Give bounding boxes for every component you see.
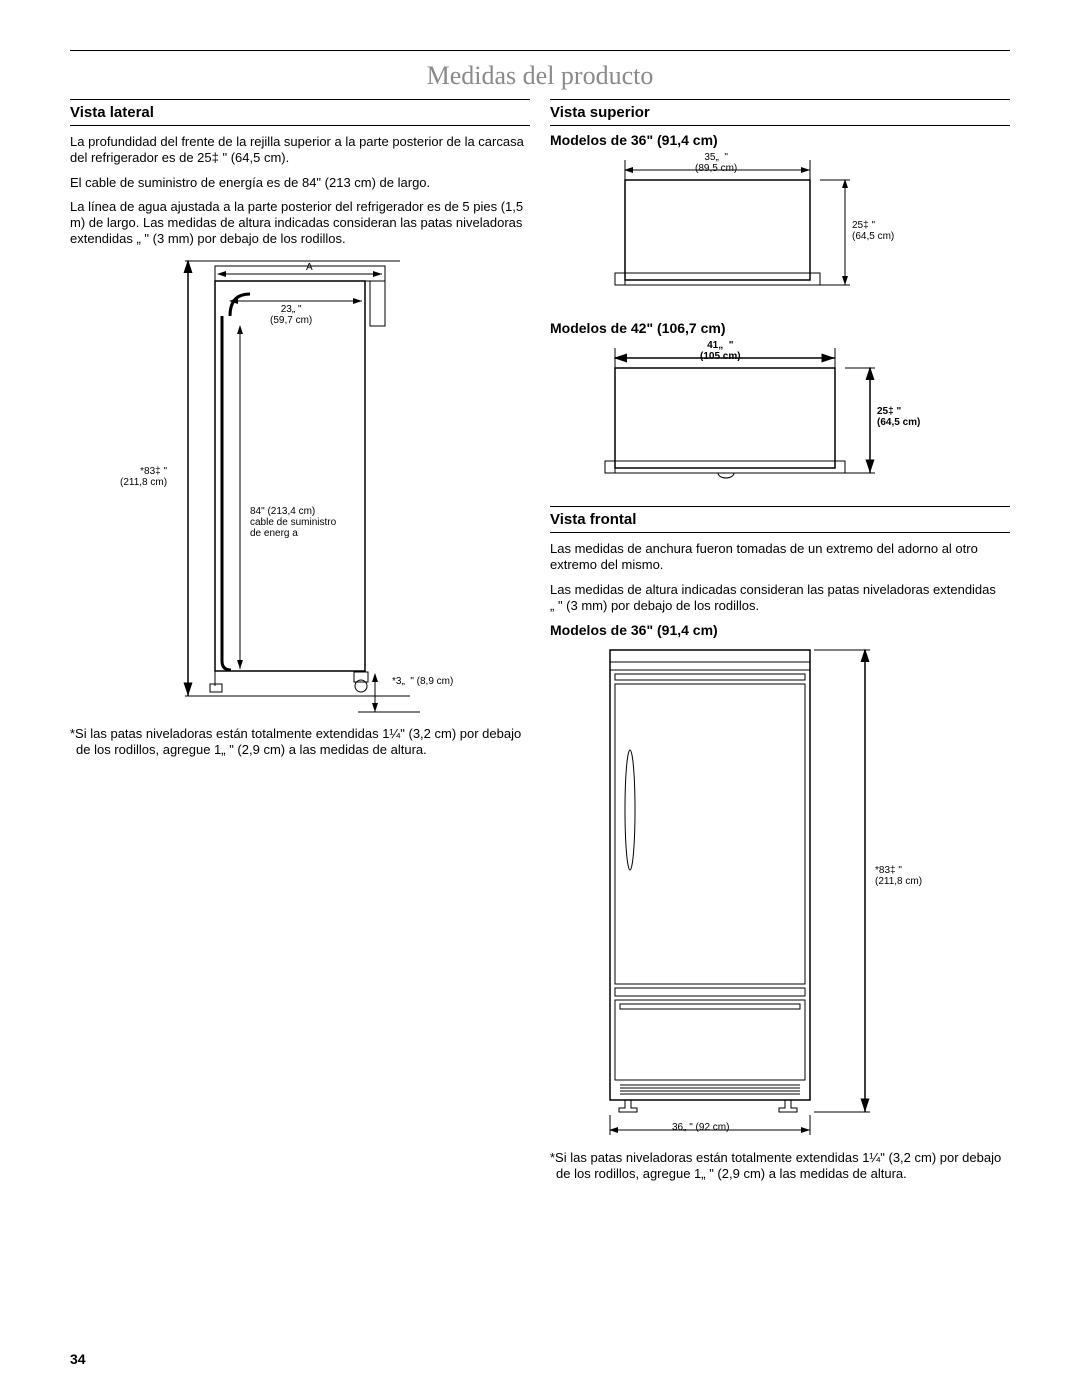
front-para-2: Las medidas de altura indicadas consider… xyxy=(550,582,1010,615)
label-height: *83‡ " (211,8 cm) xyxy=(120,466,167,488)
top-view-heading: Vista superior xyxy=(550,99,1010,126)
model36-front-heading: Modelos de 36" (91,4 cm) xyxy=(550,622,1010,638)
label-inner-depth: 23„ " (59,7 cm) xyxy=(270,304,312,326)
label-top42-depth: 25‡ " (64,5 cm) xyxy=(877,406,920,428)
label-a: A xyxy=(306,262,313,273)
label-front36-width: 36„ " (92 cm) xyxy=(672,1122,729,1133)
label-top42-width: 41„ " (105 cm) xyxy=(700,340,741,362)
side-para-3: La línea de agua ajustada a la parte pos… xyxy=(70,199,530,248)
top-rule xyxy=(70,50,1010,51)
model36-front-diagram: *83‡ " (211,8 cm) 36„ " (92 cm) xyxy=(580,640,1010,1140)
label-cable: 84" (213,4 cm) cable de suministro de en… xyxy=(250,506,336,539)
front-footnote: *Si las patas niveladoras están totalmen… xyxy=(550,1150,1010,1183)
front-para-1: Las medidas de anchura fueron tomadas de… xyxy=(550,541,1010,574)
content-columns: Vista lateral La profundidad del frente … xyxy=(70,99,1010,1183)
model36-top-heading: Modelos de 36" (91,4 cm) xyxy=(550,132,1010,148)
side-para-2: El cable de suministro de energía es de … xyxy=(70,175,530,191)
side-para-1: La profundidad del frente de la rejilla … xyxy=(70,134,530,167)
model42-top-diagram: 41„ " (105 cm) 25‡ " (64,5 cm) xyxy=(590,338,1010,498)
page-title: Medidas del producto xyxy=(70,61,1010,91)
label-top36-depth: 25‡ " (64,5 cm) xyxy=(852,220,894,242)
label-top36-width: 35„ " (89,5 cm) xyxy=(695,152,737,174)
page-number: 34 xyxy=(70,1351,86,1367)
label-foot: *3„ " (8,9 cm) xyxy=(392,676,453,687)
model42-top-heading: Modelos de 42" (106,7 cm) xyxy=(550,320,1010,336)
right-column: Vista superior Modelos de 36" (91,4 cm) … xyxy=(550,99,1010,1183)
side-view-diagram: A 23„ " (59,7 cm) *83‡ " (211,8 cm) 84" … xyxy=(110,256,530,716)
side-footnote: *Si las patas niveladoras están totalmen… xyxy=(70,726,530,759)
model36-top-diagram: 35„ " (89,5 cm) 25‡ " (64,5 cm) xyxy=(590,150,1010,310)
side-view-heading: Vista lateral xyxy=(70,99,530,126)
left-column: Vista lateral La profundidad del frente … xyxy=(70,99,530,1183)
label-front36-height: *83‡ " (211,8 cm) xyxy=(875,865,922,887)
front-view-heading: Vista frontal xyxy=(550,506,1010,533)
